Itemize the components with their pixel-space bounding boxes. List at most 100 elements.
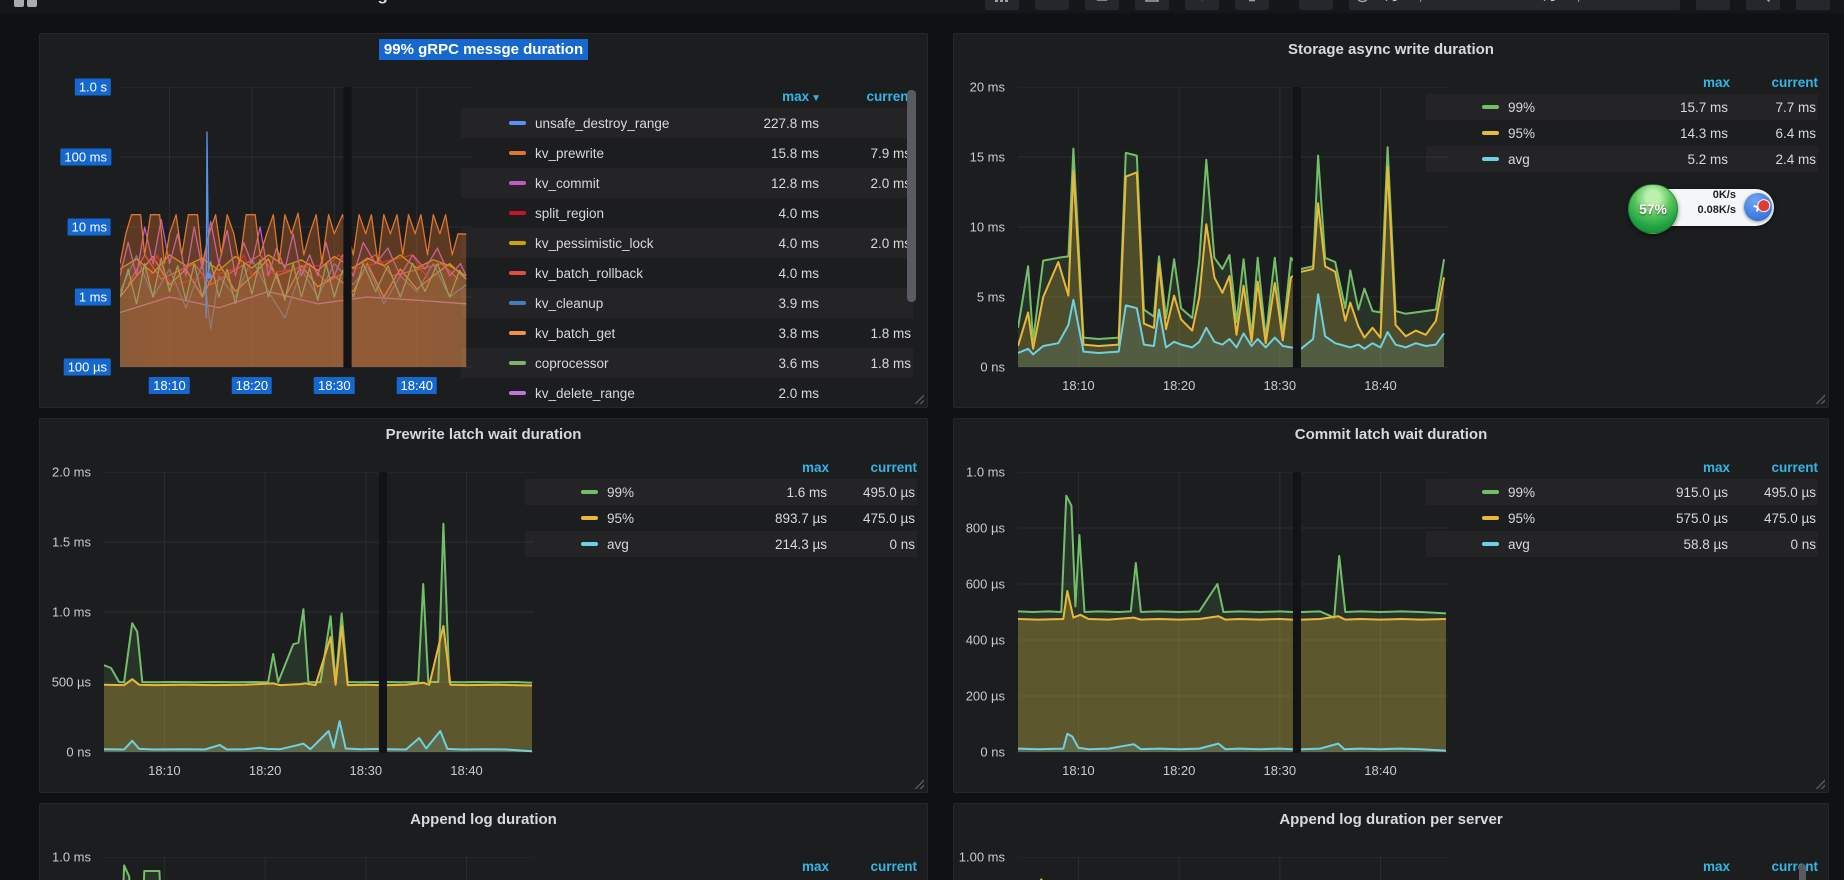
series-name[interactable]: kv_delete_range [535,386,723,401]
legend-current-header[interactable]: current [821,89,913,104]
legend-row[interactable]: coprocessor3.6 ms1.8 ms [461,348,913,378]
panel-title-text: Prewrite latch wait duration [381,424,587,445]
legend: maxcurrent 99%1.6 ms495.0 µs95%893.7 µs47… [525,455,917,557]
navbar: tidb-test / tidb-test-TiKV-Trouble-Shoot… [0,0,1844,13]
series-name[interactable]: kv_batch_get [535,326,723,341]
time-forward-button[interactable]: › [1696,0,1730,10]
legend-row[interactable]: 95%575.0 µs475.0 µs [1426,505,1818,531]
add-panel-button[interactable]: + [985,0,1019,10]
panel-resize-handle[interactable] [1815,394,1825,404]
refresh-icon: ↻ [1806,0,1819,5]
series-max-value: 575.0 µs [1636,511,1728,526]
legend-row[interactable]: 99%915.0 µs495.0 µs [1426,479,1818,505]
chart-plot[interactable]: 1.0 ms18:1018:2018:3018:40 [104,857,534,880]
series-name[interactable]: kv_pessimistic_lock [535,236,723,251]
series-name[interactable]: 95% [607,511,735,526]
series-max-value: 1.6 ms [735,485,827,500]
legend-current-header[interactable]: current [1730,75,1818,90]
legend-current-header[interactable]: current [829,460,917,475]
panel-title[interactable]: Append log duration [40,804,927,834]
legend-current-header[interactable]: current [829,859,917,874]
share-button[interactable] [1085,0,1119,10]
series-name[interactable]: kv_commit [535,176,723,191]
series-fill-95% [104,626,532,752]
chart-plot[interactable]: 2.0 ms1.5 ms1.0 ms500 µs0 ns18:1018:2018… [104,472,534,753]
legend-row[interactable]: 95%14.3 ms6.4 ms [1426,120,1818,146]
legend-row[interactable]: avg58.8 µs0 ns [1426,531,1818,557]
panel-title[interactable]: Prewrite latch wait duration [40,419,927,449]
panel-resize-handle[interactable] [914,394,924,404]
chart-plot[interactable]: 1.00 ms18:1018:2018:3018:40 [1018,857,1448,880]
series-current-value: 475.0 µs [1728,511,1816,526]
refresh-button[interactable]: ↻ [1796,0,1830,10]
legend-max-header[interactable]: max [737,460,829,475]
panel-title[interactable]: Append log duration per server [954,804,1828,834]
legend-row[interactable]: split_region4.0 ms [461,198,913,228]
series-name[interactable]: coprocessor [535,356,723,371]
zoom-out-button[interactable] [1746,0,1780,10]
series-name[interactable]: 95% [1508,126,1636,141]
series-name[interactable]: 95% [1508,511,1636,526]
y-axis-tick-label: 0 ns [976,744,1009,761]
legend-max-header[interactable]: max [737,859,829,874]
legend-row[interactable]: kv_commit12.8 ms2.0 ms [461,168,913,198]
time-range-button[interactable]: 6月 25, 2020 18:05:58 to 6月 25, 2020 18:4… [1349,0,1680,10]
legend-row[interactable]: 99%15.7 ms7.7 ms [1426,94,1818,120]
series-name[interactable]: avg [1508,152,1636,167]
panel-title[interactable]: Commit latch wait duration [954,419,1828,449]
dashboard-grid-icon[interactable] [14,0,37,7]
legend-row[interactable]: unsafe_destroy_range227.8 ms [461,108,913,138]
legend-row[interactable]: kv_delete_range2.0 ms [461,378,913,408]
y-axis-tick-label: 5 ms [973,289,1009,306]
series-name[interactable]: avg [607,537,735,552]
legend-max-header[interactable]: max▼ [725,89,821,104]
caret-down-icon[interactable]: ▾ [401,0,407,2]
legend-max-header[interactable]: max [1638,75,1730,90]
network-speed-overlay[interactable]: ↑ 0K/s ↓ 0.08K/s 57% + [1628,184,1776,232]
legend-scrollbar-thumb[interactable] [1799,864,1806,880]
legend-row[interactable]: kv_pessimistic_lock4.0 ms2.0 ms [461,228,913,258]
time-back-button[interactable]: ‹ [1299,0,1333,10]
series-name[interactable]: unsafe_destroy_range [535,116,723,131]
panel-title[interactable]: Storage async write duration [954,34,1828,64]
chart-plot[interactable]: 20 ms15 ms10 ms5 ms0 ns18:1018:2018:3018… [1018,87,1448,368]
legend-max-header[interactable]: max [1638,859,1730,874]
breadcrumb-dashboard-title[interactable]: tidb-test-TiKV-Trouble-Shooting [131,0,388,5]
series-name[interactable]: 99% [1508,485,1636,500]
legend-row[interactable]: 95%893.7 µs475.0 µs [525,505,917,531]
legend-row[interactable]: 99%1.6 ms495.0 µs [525,479,917,505]
legend-scrollbar-thumb[interactable] [907,90,916,302]
series-current-value: 7.7 ms [1728,100,1816,115]
legend-row[interactable]: avg214.3 µs0 ns [525,531,917,557]
tv-mode-button[interactable] [1235,0,1269,10]
panel-title[interactable]: 99% gRPC messge duration [40,34,927,64]
series-name[interactable]: kv_prewrite [535,146,723,161]
series-color-swatch [1482,157,1499,161]
panel: Prewrite latch wait duration 2.0 ms1.5 m… [39,418,928,793]
memory-percent-badge[interactable]: 57% [1628,184,1678,234]
legend-row[interactable]: kv_batch_get3.8 ms1.8 ms [461,318,913,348]
chart-plot[interactable]: 1.0 ms800 µs600 µs400 µs200 µs0 ns18:101… [1018,472,1448,753]
series-max-value: 915.0 µs [1636,485,1728,500]
grafana-dashboard: tidb-test / tidb-test-TiKV-Trouble-Shoot… [0,0,1844,880]
legend-row[interactable]: avg5.2 ms2.4 ms [1426,146,1818,172]
series-name[interactable]: kv_batch_rollback [535,266,723,281]
series-name[interactable]: avg [1508,537,1636,552]
series-name[interactable]: kv_cleanup [535,296,723,311]
legend-row[interactable]: kv_batch_rollback4.0 ms [461,258,913,288]
panel-resize-handle[interactable] [1815,779,1825,789]
breadcrumb-folder[interactable]: tidb-test [52,0,109,4]
legend-current-header[interactable]: current [1730,460,1818,475]
legend-row[interactable]: kv_prewrite15.8 ms7.9 ms [461,138,913,168]
panel-resize-handle[interactable] [914,779,924,789]
series-name[interactable]: 99% [607,485,735,500]
series-name[interactable]: split_region [535,206,723,221]
star-button[interactable]: ☆ [1035,0,1069,10]
chart-plot[interactable]: 1.0 s100 ms10 ms1 ms100 µs18:1018:2018:3… [120,87,472,368]
series-name[interactable]: 99% [1508,100,1636,115]
legend-max-header[interactable]: max [1638,460,1730,475]
save-button[interactable] [1135,0,1169,10]
legend-row[interactable]: kv_cleanup3.9 ms [461,288,913,318]
settings-button[interactable]: ⚙ [1185,0,1219,10]
series-color-swatch [1482,131,1499,135]
